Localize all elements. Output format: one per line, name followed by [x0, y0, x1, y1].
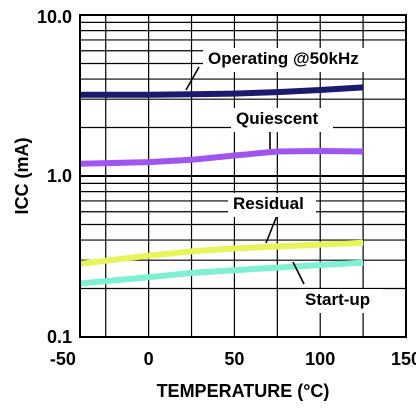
label-bg-quiescent	[231, 108, 333, 132]
y-tick-label: 0.1	[47, 327, 72, 347]
x-tick-label: 50	[224, 349, 244, 369]
label-bg-operating-50khz	[203, 48, 405, 72]
x-tick-label: 150	[391, 349, 416, 369]
series-label-residual: Residual	[233, 194, 304, 213]
x-tick-label: 0	[144, 349, 154, 369]
series-label-start-up: Start-up	[305, 290, 370, 309]
series-label-operating-50khz: Operating @50kHz	[208, 49, 359, 68]
series-label-quiescent: Quiescent	[236, 109, 319, 128]
labels-layer: Operating @50kHz Quiescent Residual Start-u…	[185, 48, 405, 313]
x-tick-label: 100	[305, 349, 335, 369]
y-tick-label: 10.0	[37, 7, 72, 27]
x-tick-label: -50	[50, 349, 76, 369]
y-axis-title: ICC (mA)	[12, 138, 32, 215]
series-line-quiescent	[79, 148, 364, 167]
leader-line-residual	[265, 212, 279, 244]
leader-line-operating-50khz	[185, 66, 200, 91]
label-bg-start-up	[300, 289, 382, 313]
ticks-layer: -50 0 50 100 150 0.1 1.0 10.0	[37, 7, 416, 369]
plot-frame	[79, 14, 407, 338]
series-line-start-up	[79, 259, 364, 287]
series-line-residual	[79, 239, 364, 267]
series-line-operating-50khz	[80, 84, 364, 98]
series-layer	[79, 84, 364, 287]
y-tick-label: 1.0	[47, 166, 72, 186]
label-bg-residual	[228, 193, 316, 217]
leader-line-start-up	[292, 261, 305, 285]
x-axis-title: TEMPERATURE (°C)	[157, 381, 330, 401]
